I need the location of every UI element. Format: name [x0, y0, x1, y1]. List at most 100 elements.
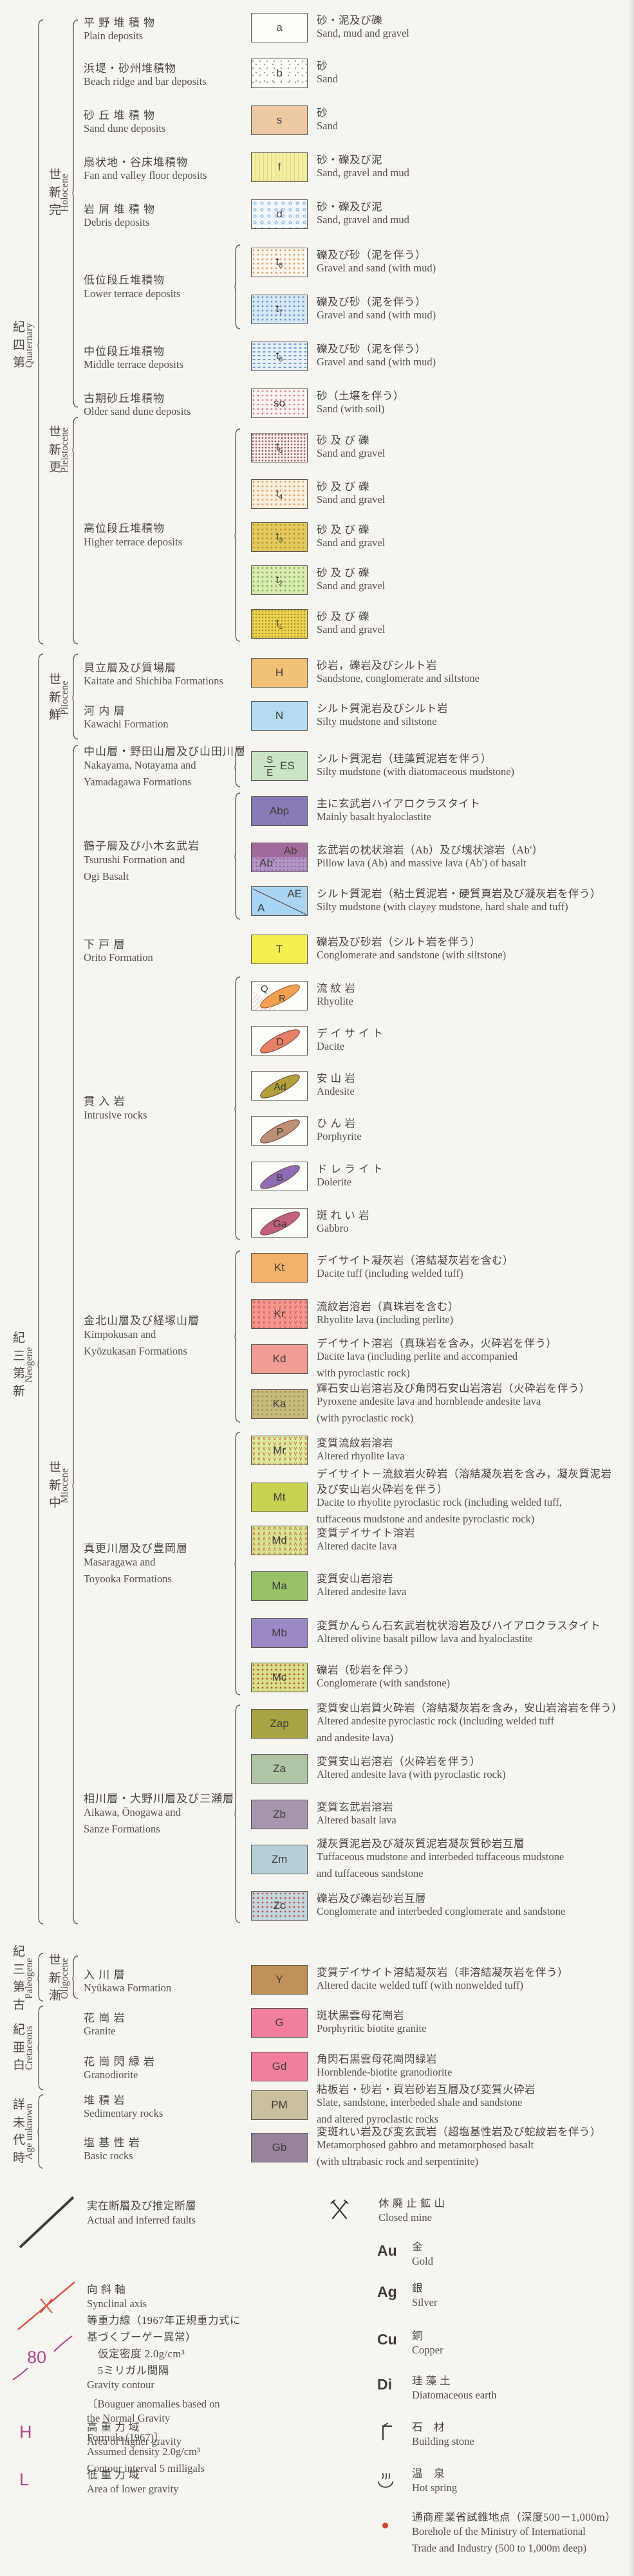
swatch-label-Mt: Mt — [273, 1491, 286, 1503]
desc-jp-B: ド レ ラ イ ト — [317, 1163, 384, 1175]
period-bracket-cretaceous — [37, 2005, 44, 2090]
swatch-label-d: d — [276, 208, 283, 220]
desc-en-f: Sand, gravel and mud — [317, 167, 409, 179]
formation-name-en-masaragawa: Masaragawa and — [84, 1556, 156, 1568]
desc-jp-t6: 礫及び砂（泥を伴う） — [317, 343, 426, 355]
diagonal-divider — [252, 888, 307, 915]
desc-en-Zap: and andesite lava) — [317, 1731, 394, 1744]
desc-en-t5: Sand and gravel — [317, 447, 386, 459]
swatch-Ad: Ad — [251, 1071, 308, 1101]
swatch-label-t3: t3 — [275, 529, 283, 545]
symbol-en-closed-mine: Closed mine — [378, 2211, 432, 2224]
group-brace-nakayama — [234, 747, 241, 787]
desc-en-so: Sand (with soil) — [317, 403, 385, 415]
desc-jp-a: 砂・泥及び礫 — [317, 14, 382, 26]
epoch-label-jp-miocene: 世新中 — [49, 1461, 62, 1510]
formation-name-en-lower-terrace: Lower terrace deposits — [84, 288, 181, 300]
swatch-N: N — [251, 701, 308, 731]
swatch-label-Mr: Mr — [273, 1444, 286, 1456]
formation-name-en-intrusive: Intrusive rocks — [84, 1109, 147, 1121]
desc-jp-Gd: 角閃石黒雲母花崗閃緑岩 — [317, 2053, 437, 2065]
symbol-silver: Ag — [377, 2283, 397, 2300]
swatch-Gd: Gd — [251, 2052, 308, 2081]
epoch-bracket-pliocene — [72, 653, 79, 740]
swatch-label-Zap: Zap — [270, 1717, 289, 1730]
desc-en-N: Silty mudstone and siltstone — [317, 715, 437, 727]
swatch-label-Ka: Ka — [272, 1398, 286, 1410]
swatch-label-Abp: Abp — [269, 805, 290, 817]
desc-jp-t4: 砂 及 び 礫 — [317, 480, 369, 493]
row-name-en-G: Granite — [84, 2025, 116, 2037]
desc-en-Zm: Tuffaceous mudstone and interbeded tuffa… — [317, 1850, 564, 1863]
desc-en-Zap: Altered andesite pyroclastic rock (inclu… — [317, 1715, 554, 1727]
desc-jp-t5: 砂 及 び 礫 — [317, 434, 369, 446]
desc-jp-Ka: 輝石安山岩溶岩及び角閃石安山岩溶岩（火砕岩を伴う） — [317, 1382, 590, 1394]
swatch-label-E: E — [266, 767, 274, 778]
epoch-label-jp-pleistocene: 世新更 — [49, 425, 62, 475]
desc-en-Ma: Altered andesite lava — [317, 1585, 407, 1598]
desc-jp-Zb: 変質玄武岩溶岩 — [317, 1801, 393, 1813]
desc-en-B: Dolerite — [317, 1176, 352, 1188]
desc-en-D: Dacite — [317, 1040, 345, 1052]
row-name-jp-a: 平 野 堆 積 物 — [84, 17, 155, 29]
swatch-label-H: H — [275, 666, 284, 679]
row-name-en-f: Fan and valley floor deposits — [84, 169, 207, 181]
swatch-label-t1: t1 — [275, 616, 283, 632]
period-label-jp-neogene: 紀三第新 — [13, 1331, 26, 1398]
epoch-label-jp-oligocene: 世新漸 — [49, 1953, 62, 2003]
desc-jp-G: 斑状黒雲母花崗岩 — [317, 2009, 404, 2022]
swatch-t5: t5 — [251, 433, 308, 462]
desc-jp-t1: 砂 及 び 礫 — [317, 610, 369, 623]
swatch-pattern: ∨∨∨∨∨∨∨∨∨∨ ∨∨∨∨∨∨∨∨ ∨∨ ∨∨∨∨∨∨∨∨∨∨ ∨∨∨∨∨∨ ∨∨… — [252, 1436, 307, 1465]
swatch-label-t4: t4 — [275, 486, 283, 502]
symbol-en-silver: Silver — [412, 2296, 438, 2308]
symbol-en-copper: Copper — [412, 2344, 443, 2356]
desc-jp-d: 砂・礫及び泥 — [317, 201, 382, 213]
formation-name-en-nakayama: Yamadagawa Formations — [84, 776, 192, 788]
desc-jp-Gb: 変斑れい岩及び変玄武岩（超塩基性岩及び蛇紋岩を伴う） — [317, 2126, 601, 2138]
swatch-label-t8: t8 — [275, 255, 283, 270]
formation-name-en-kimpokusan: Kyōzukasan Formations — [84, 1345, 187, 1357]
period-bracket-quaternary — [37, 19, 44, 644]
swatch-ab-massive: Ab' — [252, 857, 307, 872]
desc-jp-Zap: 変質安山岩質火砕岩（溶結凝灰岩を含み，安山岩溶岩を伴う） — [317, 1702, 623, 1714]
swatch-label-Za: Za — [273, 1762, 286, 1775]
swatch-label-Gd: Gd — [272, 2060, 287, 2072]
group-brace-kimpokusan — [234, 1250, 241, 1423]
svg-text:R: R — [279, 993, 286, 1004]
swatch-S-ES: S E ES — [251, 751, 308, 781]
swatch-label-Md: Md — [272, 1534, 287, 1546]
symbol-en-gravity-contour: Gravity contour — [87, 2379, 154, 2391]
desc-en-P: Porphyrite — [317, 1130, 362, 1142]
swatch-label-Zc: Zc — [273, 1899, 286, 1912]
desc-jp-Abp: 主に玄武岩ハイアロクラスタイト — [317, 798, 481, 810]
formation-name-en-tsurushi: Ogi Basalt — [84, 870, 129, 882]
desc-jp-PM: 粘板岩・砂岩・頁岩砂岩互層及び変質火砕岩 — [317, 2083, 536, 2096]
symbol-en-gravity-contour: 〔Bouguer anomalies based on — [87, 2398, 220, 2410]
row-name-en-Gb: Basic rocks — [84, 2150, 133, 2162]
swatch-label-t5: t5 — [275, 440, 283, 455]
symbol-en-fault: Actual and inferred faults — [87, 2214, 196, 2226]
desc-en-b: Sand — [317, 73, 338, 85]
group-brace-lower-terrace — [234, 244, 241, 329]
formation-name-jp-kimpokusan: 金北山層及び経塚山層 — [84, 1315, 200, 1327]
epoch-bracket-pleistocene — [72, 417, 79, 644]
swatch-label-Kt: Kt — [274, 1261, 285, 1274]
swatch-Kt: Kt — [251, 1253, 308, 1283]
desc-en-Mt: Dacite to rhyolite pyroclastic rock (inc… — [317, 1496, 562, 1508]
swatch-Mb: Mb — [251, 1618, 308, 1648]
row-name-jp-d: 岩 屑 堆 積 物 — [84, 203, 155, 215]
desc-jp-Mb: 変質かんらん石玄武岩枕状溶岩及びハイアロクラスタイト — [317, 1620, 601, 1632]
period-label-jp-cretaceous: 紀亜白 — [13, 2023, 26, 2072]
desc-jp-Ad: 安 山 岩 — [317, 1072, 356, 1084]
building-stone-icon — [382, 2422, 392, 2440]
desc-en-Ab: Pillow lava (Ab) and massive lava (Ab') … — [317, 857, 527, 869]
row-name-en-N: Kawachi Formation — [84, 718, 169, 730]
desc-jp-Mt: 及び安山岩火砕岩を伴う） — [317, 1483, 448, 1495]
swatch-label-Ab: Ab — [283, 845, 297, 857]
desc-en-Zc: Conglomerate and interbeded conglomerate… — [317, 1905, 566, 1917]
swatch-label-T: T — [275, 943, 283, 955]
epoch-label-jp-holocene: 世新完 — [49, 168, 62, 217]
desc-en-Gb: Metamorphosed gabbro and metamorphosed b… — [317, 2139, 534, 2151]
swatch-label-Mc: Mc — [272, 1671, 287, 1683]
